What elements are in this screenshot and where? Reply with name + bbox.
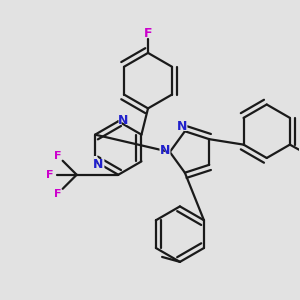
- Text: F: F: [54, 151, 62, 161]
- Text: F: F: [46, 170, 54, 180]
- Text: F: F: [52, 186, 63, 201]
- Text: F: F: [52, 148, 63, 164]
- Text: F: F: [144, 27, 152, 40]
- Text: N: N: [116, 111, 130, 129]
- Text: F: F: [54, 189, 62, 199]
- Text: N: N: [93, 158, 103, 171]
- Text: N: N: [177, 120, 187, 133]
- Text: N: N: [158, 141, 172, 159]
- Text: N: N: [175, 117, 189, 135]
- Text: F: F: [142, 24, 154, 42]
- Text: F: F: [45, 167, 55, 182]
- Text: N: N: [160, 143, 170, 157]
- Text: N: N: [91, 155, 105, 173]
- Text: N: N: [118, 114, 128, 127]
